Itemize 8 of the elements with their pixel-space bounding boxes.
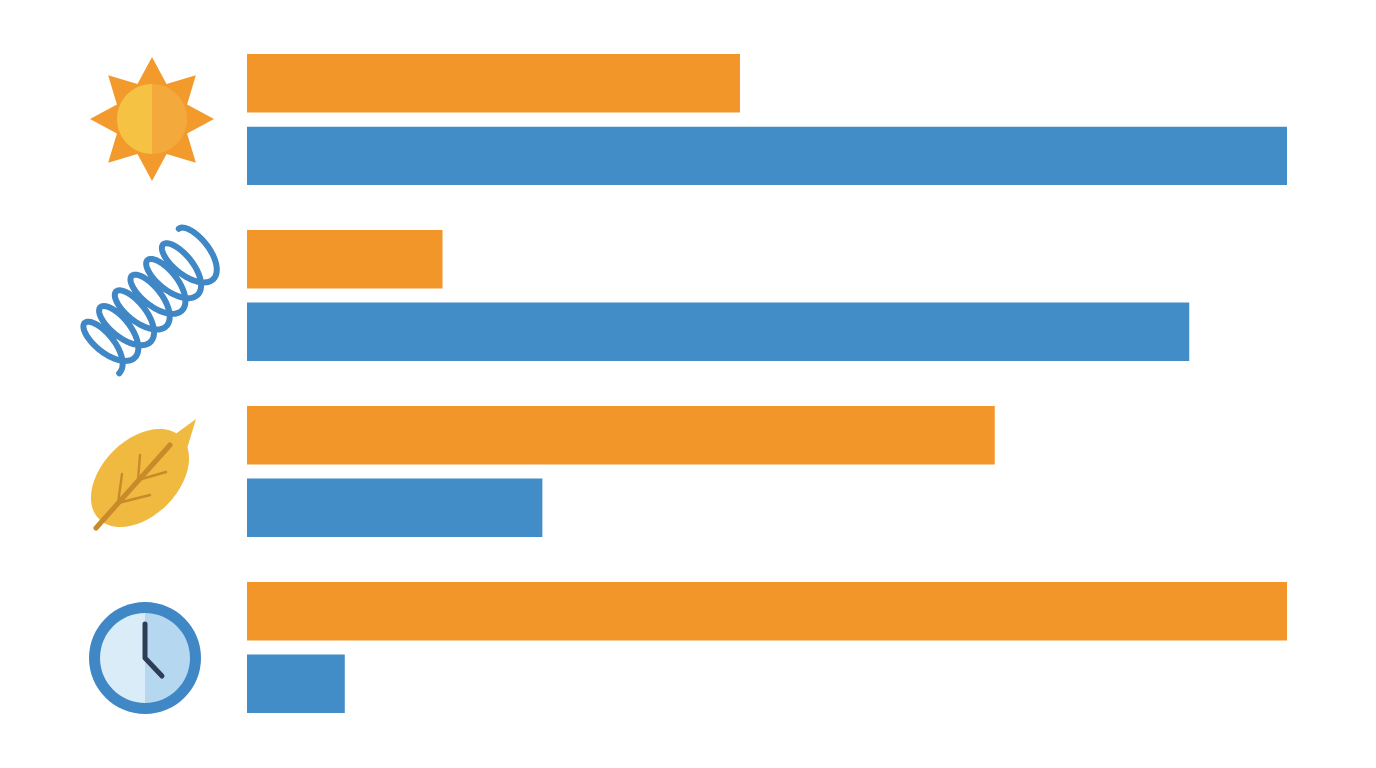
bar (247, 302, 1190, 361)
bar (247, 654, 345, 713)
bar (247, 54, 740, 113)
bar (247, 126, 1288, 185)
bar (247, 582, 1288, 641)
bar (247, 478, 543, 537)
bar (247, 230, 443, 289)
bar (247, 406, 995, 465)
